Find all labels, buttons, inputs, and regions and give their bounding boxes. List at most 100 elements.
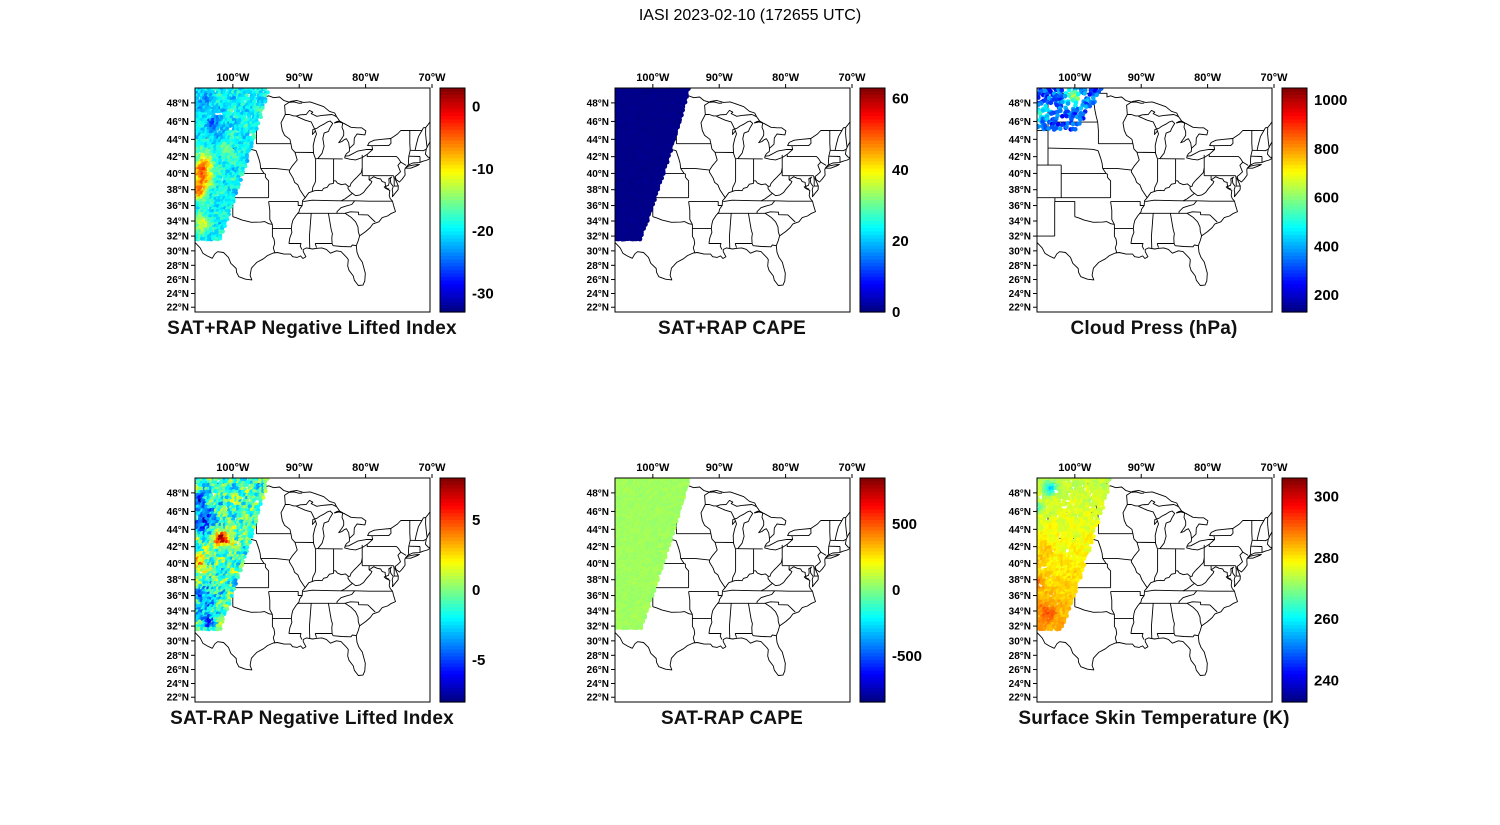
svg-text:26°N: 26°N [587,275,609,286]
colorbar [859,477,886,703]
plot-box [194,87,431,313]
x-axis: 100°W 90°W 80°W 70°W [216,462,446,478]
svg-text:100°W: 100°W [216,462,250,474]
colorbar-labels: 50-5 [472,512,485,669]
svg-text:80°W: 80°W [352,72,380,84]
plot-box [1036,477,1273,703]
y-axis: 48°N46°N44°N42°N40°N38°N36°N34°N32°N30°N… [167,98,195,314]
svg-text:30°N: 30°N [1009,246,1031,257]
svg-text:0: 0 [892,304,900,318]
svg-text:30°N: 30°N [167,246,189,257]
map-plot-2: 100°W 90°W 80°W 70°W 48°N 46°N 44°N 42°N 40°N 38°… [1009,72,1348,314]
svg-text:70°W: 70°W [1260,72,1288,84]
svg-text:30°N: 30°N [587,246,609,257]
svg-text:32°N: 32°N [587,232,609,243]
svg-text:46°N: 46°N [587,117,609,128]
svg-text:-20: -20 [472,223,494,240]
data-swath [195,478,270,632]
svg-text:40: 40 [892,162,909,179]
svg-text:-30: -30 [472,285,494,302]
svg-text:40°N: 40°N [587,169,609,180]
plot-box [1036,87,1273,313]
data-swath [195,88,270,242]
svg-text:28°N: 28°N [587,261,609,272]
svg-text:22°N: 22°N [167,303,189,314]
panel-satrap-minus-nli-title: SAT-RAP Negative Lifted Index [170,708,454,729]
data-swath [615,88,691,242]
svg-text:42°N: 42°N [167,152,189,163]
plot-box [614,87,851,313]
svg-text:40°N: 40°N [1009,169,1031,180]
panel-satrap-plus-cape-plot: 100°W 90°W 80°W 70°W 48°N 46°N 44°N 42°N 40°N 38°… [565,66,945,321]
svg-text:90°W: 90°W [706,72,734,84]
svg-text:0: 0 [472,99,480,116]
colorbar-labels: 60 40 20 0 [892,91,909,321]
data-swath [1037,478,1112,632]
svg-text:24°N: 24°N [587,289,609,300]
panel-satrap-minus-cape-plot: 100°W 90°W 80°W 70°W 48°N 46°N 44°N 42°N 40°N 38°… [565,456,945,708]
x-axis: 100°W 90°W 80°W 70°W [1058,72,1288,88]
svg-text:36°N: 36°N [1009,201,1031,212]
svg-text:36°N: 36°N [587,201,609,212]
plot-box [194,477,431,703]
svg-text:80°W: 80°W [772,72,800,84]
svg-text:70°W: 70°W [838,72,866,84]
svg-text:100°W: 100°W [216,72,250,84]
svg-text:26°N: 26°N [1009,275,1031,286]
svg-text:44°N: 44°N [587,135,609,146]
svg-text:40°N: 40°N [167,169,189,180]
svg-text:-10: -10 [472,161,494,178]
svg-text:22°N: 22°N [1009,303,1031,314]
panel-skin-temp-plot: 100°W 90°W 80°W 70°W 48°N 46°N 44°N 42°N 40°N 38°… [987,456,1367,708]
svg-text:400: 400 [1314,238,1339,255]
plot-box [614,477,851,703]
svg-text:42°N: 42°N [1009,152,1031,163]
y-axis: 48°N46°N44°N42°N40°N38°N36°N34°N32°N30°N… [167,488,195,704]
svg-text:60: 60 [892,91,909,108]
svg-text:26°N: 26°N [167,275,189,286]
x-axis: 100°W 90°W 80°W 70°W [636,462,866,478]
x-axis: 100°W 90°W 80°W 70°W [636,72,866,88]
svg-text:80°W: 80°W [1194,72,1222,84]
panel-satrap-minus-nli-plot: 100°W 90°W 80°W 70°W 48°N 46°N 44°N 42°N 40°N 38°… [145,456,525,708]
svg-text:34°N: 34°N [1009,216,1031,227]
colorbar-labels: 1000 800 600 400 200 [1314,92,1347,304]
svg-text:38°N: 38°N [167,185,189,196]
svg-text:38°N: 38°N [1009,185,1031,196]
svg-text:34°N: 34°N [167,216,189,227]
svg-text:20: 20 [892,233,909,250]
x-axis: 100°W 90°W 80°W 70°W [1058,462,1288,478]
y-axis: 48°N46°N44°N42°N40°N38°N36°N34°N32°N30°N… [1009,98,1037,314]
svg-text:100°W: 100°W [1058,72,1092,84]
panel-skin-temp-title: Surface Skin Temperature (K) [1018,708,1290,729]
panel-satrap-plus-cape-title: SAT+RAP CAPE [658,318,806,339]
svg-text:44°N: 44°N [1009,135,1031,146]
svg-text:32°N: 32°N [1009,232,1031,243]
svg-text:90°W: 90°W [1128,72,1156,84]
svg-text:200: 200 [1314,287,1339,304]
svg-text:28°N: 28°N [167,261,189,272]
y-axis: 48°N46°N44°N42°N40°N38°N36°N34°N32°N30°N… [587,98,615,314]
svg-text:90°W: 90°W [286,72,314,84]
data-swath [615,478,690,631]
svg-text:46°N: 46°N [167,117,189,128]
svg-text:44°N: 44°N [167,135,189,146]
svg-text:800: 800 [1314,141,1339,158]
svg-text:28°N: 28°N [1009,261,1031,272]
y-axis: 48°N46°N44°N42°N40°N38°N36°N34°N32°N30°N… [1009,488,1037,704]
data-swath [1037,88,1104,132]
colorbar [439,87,466,313]
svg-text:70°W: 70°W [418,72,446,84]
svg-text:24°N: 24°N [167,289,189,300]
svg-text:36°N: 36°N [167,201,189,212]
map-plot-4: 100°W 90°W 80°W 70°W 48°N46°N44°N42°N40°N38°… [587,462,922,704]
colorbar-labels: 0 -10 -20 -30 [472,99,494,303]
svg-text:42°N: 42°N [587,152,609,163]
svg-text:48°N: 48°N [1009,98,1031,109]
svg-text:48°N: 48°N [167,98,189,109]
panel-satrap-minus-cape-title: SAT-RAP CAPE [660,708,804,729]
colorbar [439,477,466,703]
colorbar [1281,87,1308,313]
